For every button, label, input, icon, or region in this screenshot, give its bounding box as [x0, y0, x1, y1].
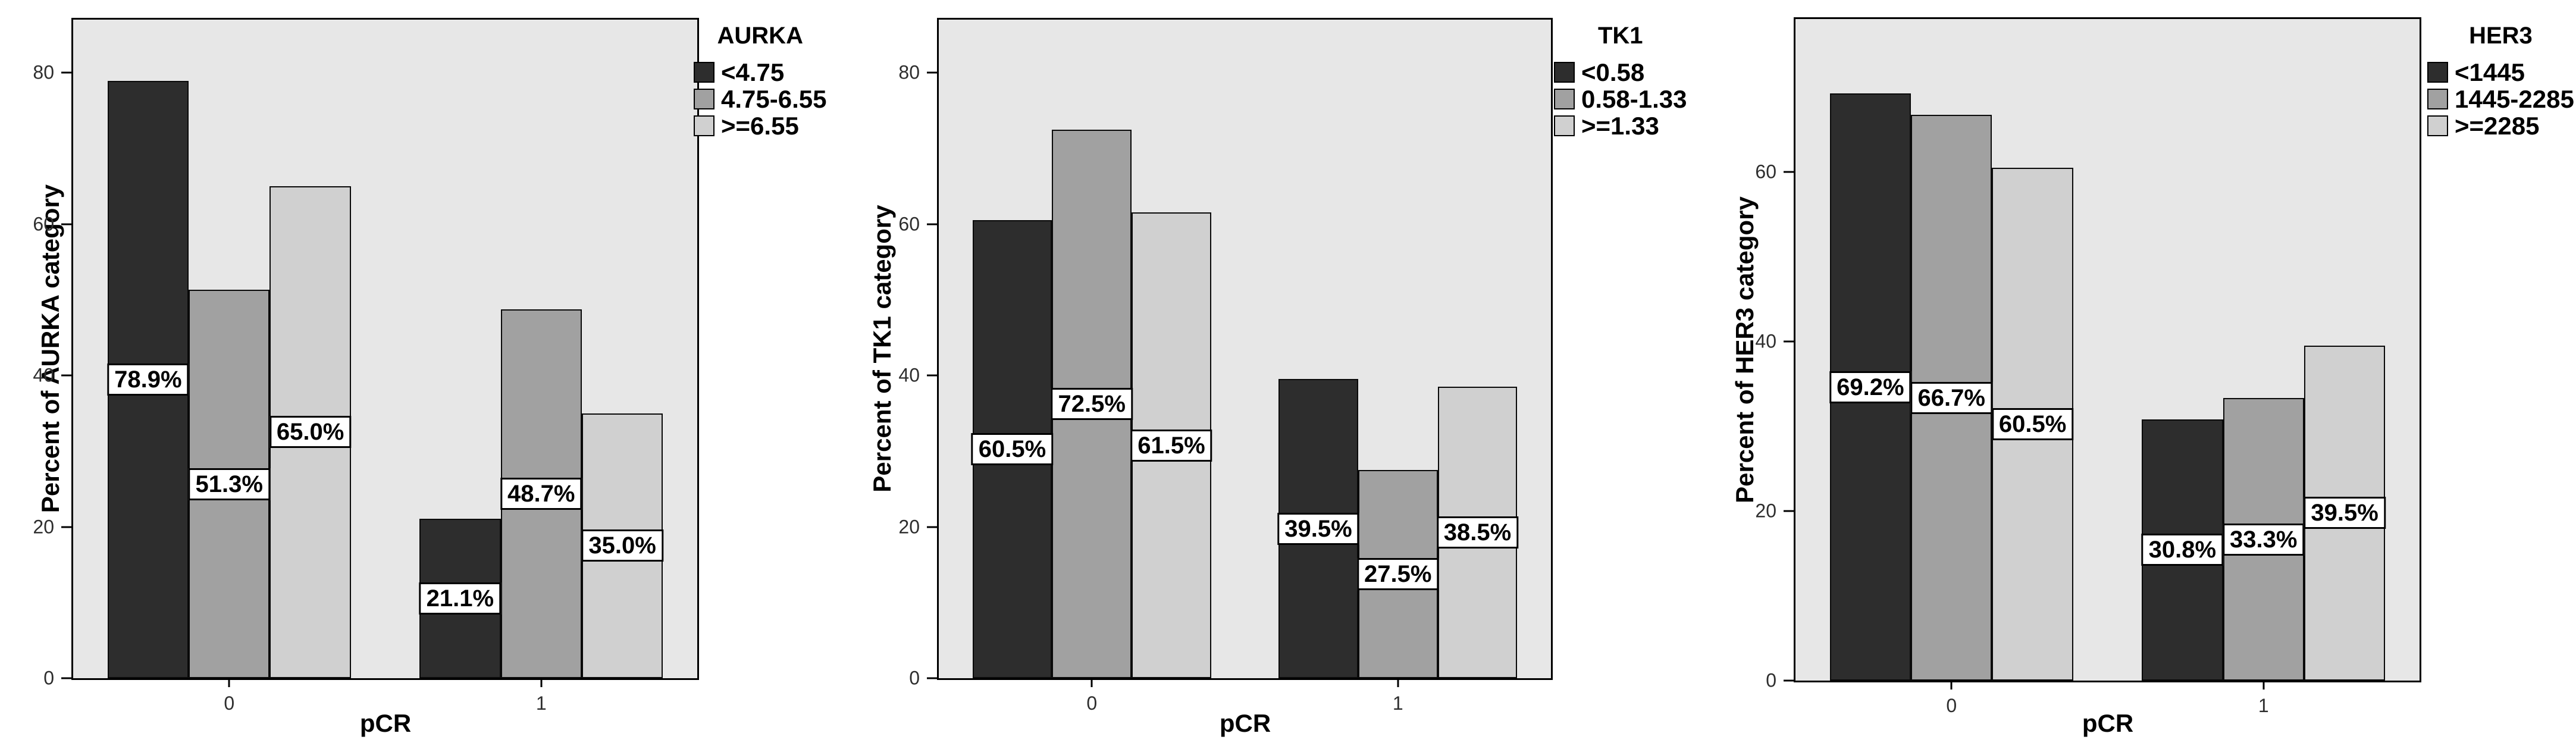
- legend-swatch-light: [1554, 115, 1575, 136]
- y-tick-label: 20: [33, 516, 54, 538]
- value-label: 78.9%: [107, 363, 189, 396]
- plot-area: 0 20 40 60 0 69.2% 66.7% 60.5% 1 30.8% 33.3% 39.5%: [1755, 17, 2421, 716]
- legend-label: 0.58-1.33: [1581, 84, 1687, 113]
- value-label: 27.5%: [1357, 558, 1439, 591]
- y-tick-label: 60: [33, 213, 54, 235]
- value-label: 66.7%: [1910, 381, 1992, 414]
- legend-item: 1445-2285: [2427, 84, 2574, 113]
- y-tick-label: 80: [898, 61, 920, 83]
- y-tick-mark: [61, 71, 73, 74]
- legend-item: >=6.55: [694, 111, 826, 140]
- value-label: 35.0%: [581, 529, 663, 562]
- y-tick-mark: [927, 71, 939, 74]
- value-label: 38.5%: [1436, 516, 1519, 549]
- y-tick-mark: [927, 223, 939, 225]
- plot-area: 0 20 40 60 80 0 60.5% 72.5% 61.5% 1 39.5% 27.5% 38.5…: [898, 18, 1553, 714]
- value-label: 51.3%: [188, 468, 270, 500]
- legend-label: >=1.33: [1581, 111, 1659, 140]
- x-axis-title: pCR: [2082, 709, 2134, 737]
- legend-title: TK1: [1597, 23, 1643, 49]
- legend-item: 4.75-6.55: [694, 84, 827, 113]
- value-label: 30.8%: [2141, 534, 2224, 566]
- x-axis-title: pCR: [1219, 709, 1271, 737]
- x-tick-mark: [540, 678, 543, 687]
- y-tick-mark: [61, 374, 73, 377]
- legend-item: >=2285: [2427, 111, 2574, 140]
- value-label: 39.5%: [1277, 512, 1359, 545]
- y-tick-mark: [1784, 171, 1795, 173]
- legend-label: 1445-2285: [2455, 84, 2574, 113]
- y-tick-mark: [927, 374, 939, 377]
- legend-swatch-dark: [2427, 62, 2448, 83]
- legend-label: 4.75-6.55: [721, 84, 827, 113]
- legend-label: <4.75: [721, 58, 785, 86]
- value-label: 33.3%: [2223, 523, 2305, 556]
- x-tick-label: 0: [1946, 695, 1957, 716]
- y-tick-label: 20: [898, 516, 920, 538]
- legend-swatch-medium: [1554, 89, 1575, 109]
- y-tick-mark: [61, 526, 73, 528]
- value-label: 60.5%: [1991, 408, 2074, 440]
- x-axis-title: pCR: [359, 709, 412, 737]
- legend-item: <1445: [2427, 58, 2574, 86]
- legend-label: <0.58: [1581, 58, 1645, 86]
- y-tick-label: 0: [43, 667, 54, 689]
- x-tick-mark: [228, 678, 230, 687]
- value-label: 65.0%: [269, 416, 352, 449]
- y-tick-label: 60: [1755, 161, 1776, 183]
- y-tick-label: 80: [33, 61, 54, 83]
- y-tick-mark: [1784, 340, 1795, 343]
- legend-label: >=6.55: [721, 111, 799, 140]
- legend-item: >=1.33: [1554, 111, 1687, 140]
- legend-label: <1445: [2455, 58, 2525, 86]
- y-tick-label: 0: [1766, 669, 1776, 691]
- y-tick-mark: [1784, 510, 1795, 512]
- x-tick-mark: [1090, 678, 1093, 687]
- y-tick-mark: [927, 677, 939, 679]
- x-tick-mark: [1397, 678, 1399, 687]
- x-tick-mark: [1950, 681, 1953, 690]
- y-tick-label: 40: [898, 364, 920, 386]
- x-tick-label: 1: [1392, 692, 1403, 714]
- x-tick-label: 1: [2258, 695, 2269, 716]
- x-tick-label: 1: [535, 692, 547, 714]
- y-tick-mark: [61, 677, 73, 679]
- legend-swatch-light: [2427, 115, 2448, 136]
- legend: HER3 <1445 1445-2285 >=2285: [2427, 23, 2574, 140]
- legend-title: AURKA: [717, 23, 803, 49]
- plot-area: 0 20 40 60 80 0 78.9% 51.3% 65.0% 1 21.1% 48.7% 35.0…: [33, 18, 699, 714]
- legend-item: <4.75: [694, 58, 826, 86]
- legend-item: 0.58-1.33: [1554, 84, 1687, 113]
- y-tick-label: 40: [1755, 330, 1776, 352]
- value-label: 21.1%: [419, 582, 502, 615]
- y-tick-mark: [927, 526, 939, 528]
- y-tick-label: 20: [1755, 500, 1776, 522]
- legend: TK1 <0.58 0.58-1.33 >=1.33: [1554, 23, 1687, 140]
- x-tick-mark: [2262, 681, 2265, 690]
- value-label: 72.5%: [1051, 387, 1133, 420]
- legend: AURKA <4.75 4.75-6.55 >=6.55: [694, 23, 827, 140]
- value-label: 60.5%: [971, 433, 1054, 466]
- x-tick-label: 0: [224, 692, 235, 714]
- legend-label: >=2285: [2455, 111, 2540, 140]
- y-tick-label: 60: [898, 213, 920, 235]
- legend-swatch-light: [694, 115, 714, 136]
- y-tick-mark: [61, 223, 73, 225]
- y-tick-mark: [1784, 679, 1795, 682]
- y-tick-label: 0: [909, 667, 920, 689]
- legend-item: <0.58: [1554, 58, 1687, 86]
- legend-swatch-medium: [694, 89, 714, 109]
- value-label: 69.2%: [1829, 371, 1911, 403]
- y-tick-label: 40: [33, 364, 54, 386]
- value-label: 61.5%: [1130, 429, 1212, 462]
- value-label: 48.7%: [500, 478, 582, 510]
- legend-swatch-dark: [694, 62, 714, 83]
- legend-swatch-medium: [2427, 89, 2448, 109]
- x-tick-label: 0: [1086, 692, 1098, 714]
- legend-title: HER3: [2469, 23, 2533, 49]
- legend-swatch-dark: [1554, 62, 1575, 83]
- y-axis-title: Percent of TK1 category: [868, 205, 896, 493]
- value-label: 39.5%: [2304, 497, 2386, 529]
